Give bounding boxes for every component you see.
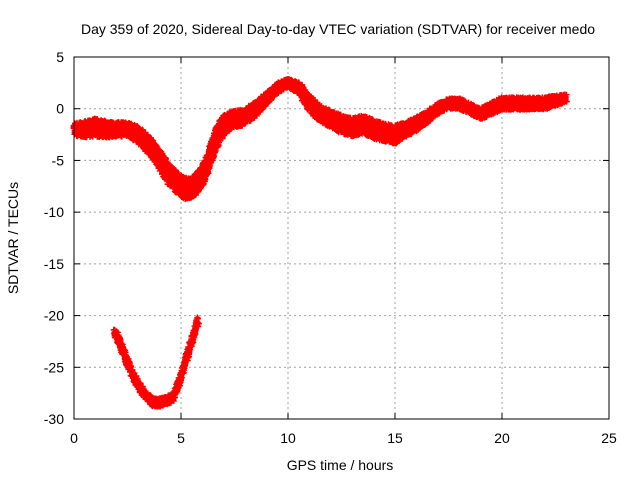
data-points <box>70 76 570 410</box>
series-main-band <box>70 76 570 203</box>
